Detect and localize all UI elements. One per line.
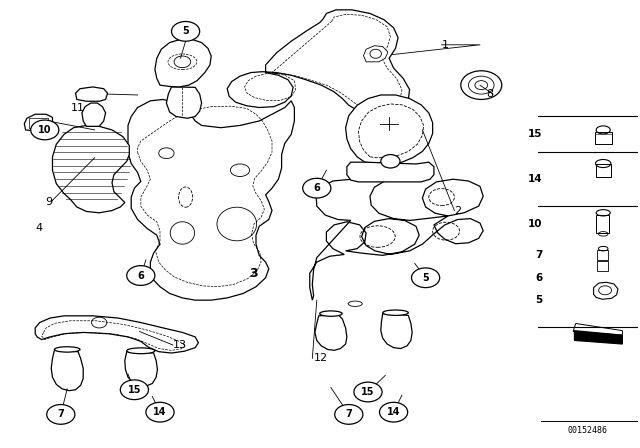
Text: 14: 14 [387, 407, 401, 417]
Text: 5: 5 [536, 295, 543, 305]
Ellipse shape [320, 311, 342, 316]
Text: 14: 14 [528, 174, 543, 184]
Ellipse shape [383, 310, 408, 315]
Circle shape [381, 155, 400, 168]
Polygon shape [125, 352, 157, 386]
Polygon shape [52, 125, 129, 213]
Text: 15: 15 [127, 385, 141, 395]
Circle shape [127, 266, 155, 285]
Text: 15: 15 [528, 129, 543, 139]
Text: 3: 3 [250, 267, 258, 280]
Polygon shape [51, 350, 83, 391]
Polygon shape [82, 103, 106, 126]
Polygon shape [575, 331, 622, 344]
Circle shape [146, 402, 174, 422]
Text: 7: 7 [535, 250, 543, 260]
Circle shape [120, 380, 148, 400]
Polygon shape [346, 95, 433, 164]
Circle shape [380, 402, 408, 422]
Text: 8: 8 [486, 89, 493, 99]
Polygon shape [381, 314, 412, 349]
Text: 12: 12 [314, 353, 328, 363]
Polygon shape [347, 162, 434, 182]
Polygon shape [76, 87, 108, 101]
Circle shape [461, 71, 502, 99]
Text: 11: 11 [70, 103, 84, 112]
Text: 7: 7 [346, 409, 352, 419]
Polygon shape [166, 87, 202, 118]
Circle shape [335, 405, 363, 424]
Text: 10: 10 [38, 125, 52, 135]
Circle shape [412, 268, 440, 288]
Text: 13: 13 [173, 340, 187, 350]
Polygon shape [24, 114, 52, 131]
Ellipse shape [127, 348, 155, 354]
Text: 14: 14 [153, 407, 167, 417]
Text: 6: 6 [536, 273, 543, 283]
Text: 1: 1 [442, 40, 449, 50]
Circle shape [303, 178, 331, 198]
Text: 5: 5 [182, 26, 189, 36]
Text: 15: 15 [361, 387, 375, 397]
Circle shape [31, 120, 59, 140]
Text: 7: 7 [58, 409, 64, 419]
Circle shape [172, 22, 200, 41]
Polygon shape [364, 46, 388, 62]
Polygon shape [227, 10, 410, 113]
Polygon shape [315, 314, 347, 350]
Text: 9: 9 [45, 197, 52, 207]
Text: 10: 10 [528, 219, 543, 229]
Polygon shape [35, 316, 198, 353]
Ellipse shape [54, 347, 80, 352]
Polygon shape [128, 99, 294, 300]
Circle shape [47, 405, 75, 424]
Polygon shape [310, 179, 483, 300]
Text: 2: 2 [454, 206, 461, 215]
Text: 6: 6 [314, 183, 320, 193]
Polygon shape [155, 39, 211, 87]
Text: 00152486: 00152486 [568, 426, 607, 435]
Text: 4: 4 [35, 224, 42, 233]
Text: 6: 6 [138, 271, 144, 280]
Text: 5: 5 [422, 273, 429, 283]
Circle shape [354, 382, 382, 402]
